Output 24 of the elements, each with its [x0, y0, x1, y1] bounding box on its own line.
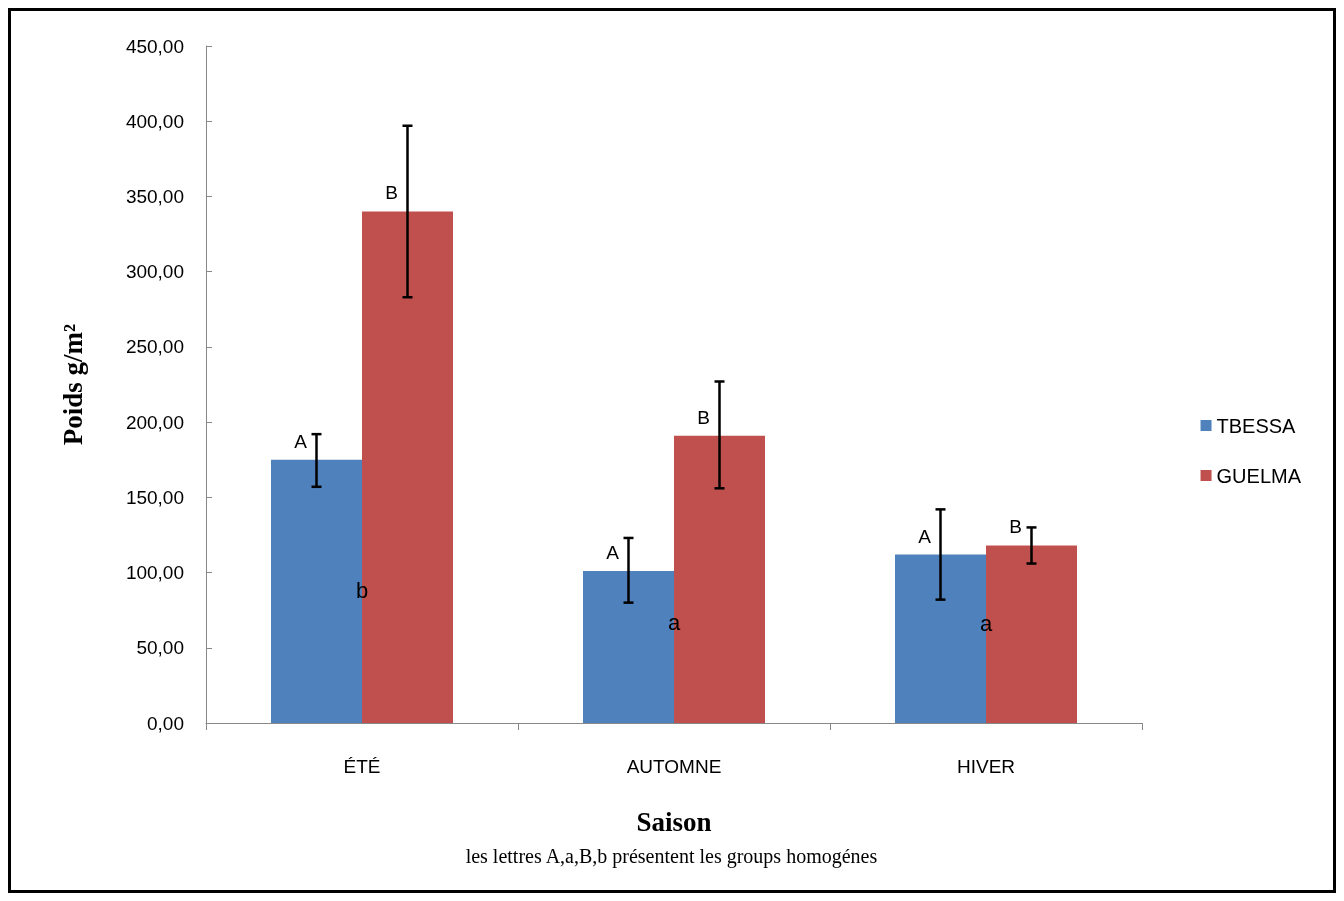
x-tick-label: AUTOMNE [626, 756, 722, 777]
text: les lettres A,a,B,b présentent les groups homogénes [465, 845, 878, 868]
y-tick-label: 50,00 [136, 637, 184, 659]
y-axis-title: Poids g/m² [57, 323, 88, 446]
y-tick-label: 0,00 [147, 712, 184, 734]
y-tick-label: 300,00 [125, 261, 184, 283]
y-tick-label: 350,00 [125, 185, 184, 207]
legend-label: TBESSA [1216, 414, 1297, 437]
data-label: B [1009, 516, 1022, 538]
y-tick-label: 450,00 [125, 35, 184, 57]
x-tick-label: ÉTÉ [343, 756, 381, 777]
data-label: A [918, 525, 932, 547]
data-label: A [294, 430, 308, 452]
y-tick-label: 200,00 [125, 411, 184, 433]
data-label: A [606, 542, 620, 564]
y-tick-label: 250,00 [125, 336, 184, 358]
y-tick-label: 100,00 [125, 562, 184, 584]
y-tick-label: 400,00 [125, 110, 184, 132]
legend-label: GUELMA [1216, 464, 1302, 487]
x-tick-label: HIVER [956, 756, 1016, 777]
data-label: B [385, 182, 398, 204]
x-axis-title: Saison [636, 806, 712, 837]
data-label: B [697, 406, 710, 428]
y-tick-label: 150,00 [125, 486, 184, 508]
